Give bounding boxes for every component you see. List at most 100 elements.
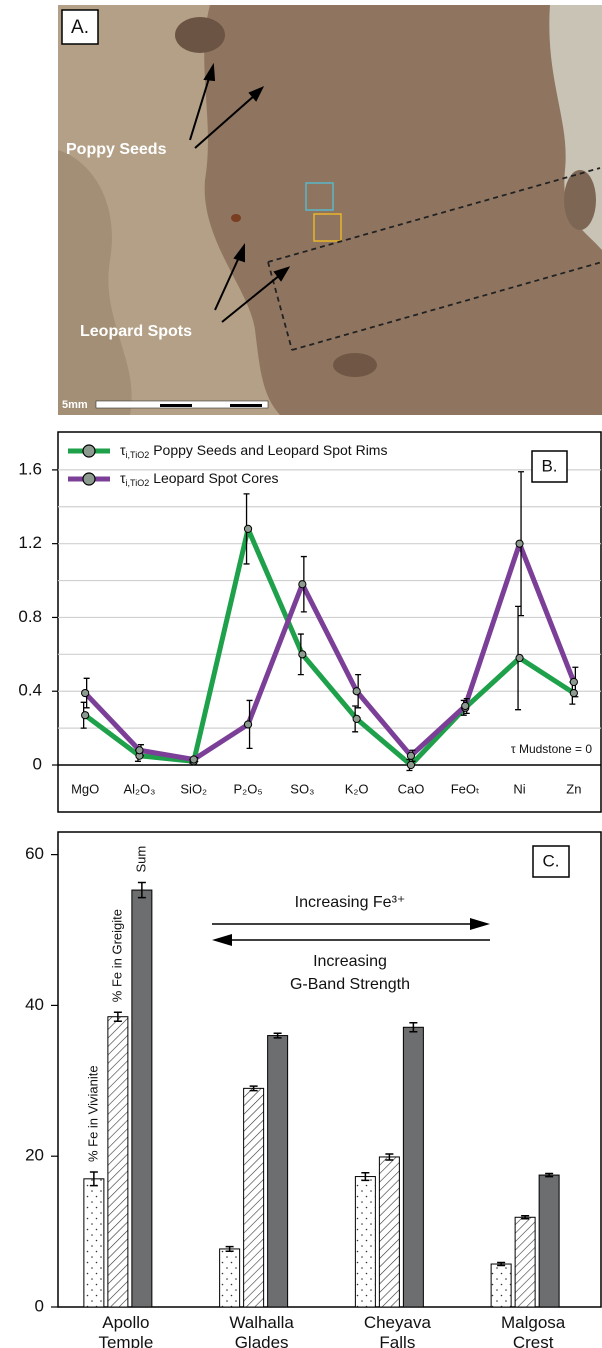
error-bar bbox=[249, 1085, 258, 1092]
label-box bbox=[61, 9, 99, 45]
scale-segment bbox=[230, 404, 262, 407]
error-bar bbox=[545, 1172, 554, 1178]
legend-symbol: τ bbox=[120, 442, 126, 458]
marker bbox=[515, 653, 524, 663]
error-bar bbox=[385, 1153, 394, 1161]
rock-shadow bbox=[58, 150, 132, 415]
scale-segment bbox=[160, 404, 192, 407]
panel-label: A. bbox=[71, 17, 89, 38]
marker bbox=[406, 760, 416, 770]
bar bbox=[267, 1035, 289, 1308]
error-bar bbox=[225, 1245, 234, 1252]
rock-light-region bbox=[58, 5, 280, 415]
legend-subscript: i,TiO2 bbox=[126, 450, 150, 460]
annotation: Leopard Spots bbox=[80, 323, 192, 340]
legend-marker bbox=[82, 444, 96, 458]
panel-c: 0 20 40 60 % Fe in Vivianite % Fe in Greigite… bbox=[25, 844, 570, 1348]
bar bbox=[490, 1263, 512, 1308]
bar bbox=[538, 1174, 560, 1308]
panel-b: 0 0.4 0.8 1.2 1.6 MgO Al₂O₃ SiO₂ P₂O₅ SO₃ K₂O CaO Fe… bbox=[18, 442, 601, 796]
marker bbox=[81, 711, 90, 720]
marker bbox=[352, 714, 361, 723]
legend-label: τi,TiO2 Poppy Seeds and Leopard Spot Rims bbox=[120, 442, 387, 461]
poppy-seed bbox=[231, 214, 241, 222]
marker bbox=[243, 524, 253, 534]
label-box bbox=[531, 450, 568, 483]
arrowhead bbox=[470, 918, 490, 930]
legend-name: Leopard Spot Cores bbox=[153, 470, 278, 486]
error-bar bbox=[273, 1032, 282, 1039]
marker bbox=[352, 687, 361, 696]
bar bbox=[514, 1216, 536, 1308]
x-tick-label: CaO bbox=[398, 781, 425, 796]
series-label: % Fe in Vivianite bbox=[85, 1065, 100, 1162]
bar bbox=[107, 1016, 129, 1308]
legend-label: τi,TiO2 Leopard Spot Cores bbox=[120, 470, 279, 489]
error-bar bbox=[137, 881, 146, 899]
arrowhead bbox=[212, 934, 232, 946]
x-tick-label: Cheyava Falls bbox=[364, 1313, 432, 1348]
legend-marker bbox=[82, 472, 96, 486]
x-tick-label: K₂O bbox=[345, 781, 369, 796]
annotation: G-Band Strength bbox=[290, 976, 410, 993]
x-tick-label: FeOₜ bbox=[451, 781, 480, 796]
error-bar bbox=[497, 1261, 506, 1267]
legend-name: Poppy Seeds and Leopard Spot Rims bbox=[153, 442, 387, 458]
bar bbox=[378, 1156, 400, 1308]
yellow-box bbox=[313, 213, 342, 242]
x-tick-label: Apollo Temple bbox=[98, 1313, 153, 1348]
x-tick-label: SO₃ bbox=[290, 781, 314, 796]
series-label: Sum bbox=[133, 846, 148, 873]
x-tick-label: Al₂O₃ bbox=[123, 781, 155, 796]
y-tick-label: 0 bbox=[35, 1296, 44, 1315]
error-bar bbox=[113, 1011, 122, 1022]
bar bbox=[354, 1176, 376, 1308]
y-tick-label: 40 bbox=[25, 995, 44, 1014]
x-tick-label: P₂O₅ bbox=[234, 781, 263, 796]
x-tick-label: Ni bbox=[513, 781, 525, 796]
panel-label: B. bbox=[541, 456, 557, 475]
annotation: Poppy Seeds bbox=[66, 141, 167, 158]
series-line bbox=[83, 541, 577, 762]
label-box bbox=[532, 845, 570, 878]
rock-pit bbox=[333, 353, 377, 377]
bar bbox=[243, 1087, 265, 1308]
error-bar bbox=[409, 1022, 418, 1033]
error-bar bbox=[89, 1171, 98, 1187]
x-tick-label: Zn bbox=[566, 781, 581, 796]
marker bbox=[81, 688, 90, 698]
series-label: % Fe in Greigite bbox=[109, 909, 124, 1002]
x-tick-label: SiO₂ bbox=[180, 781, 207, 796]
marker bbox=[189, 755, 198, 764]
annotation: τ Mudstone = 0 bbox=[511, 742, 592, 756]
bar bbox=[219, 1248, 241, 1308]
y-tick-label: 0.8 bbox=[18, 607, 42, 626]
y-tick-label: 1.2 bbox=[18, 533, 42, 552]
marker bbox=[298, 580, 307, 589]
x-tick-label: MgO bbox=[71, 781, 99, 796]
series-line bbox=[83, 526, 576, 768]
marker bbox=[406, 751, 416, 760]
y-tick-label: 20 bbox=[25, 1146, 44, 1165]
y-tick-label: 60 bbox=[25, 844, 44, 863]
rock-pit bbox=[175, 17, 225, 53]
error-bar bbox=[361, 1172, 370, 1182]
marker bbox=[461, 701, 470, 711]
y-tick-label: 1.6 bbox=[18, 459, 42, 478]
y-tick-label: 0.4 bbox=[18, 681, 42, 700]
annotation-arrows bbox=[189, 62, 291, 323]
annotation: Increasing Fe³⁺ bbox=[295, 894, 406, 911]
scale-label: 5mm bbox=[62, 399, 88, 411]
photo-panel: A. Poppy Seeds Leopard Spots 5mm bbox=[58, 5, 602, 415]
error-bar bbox=[521, 1215, 530, 1220]
marker bbox=[569, 677, 578, 687]
cyan-box bbox=[305, 182, 334, 211]
bar bbox=[131, 889, 153, 1308]
x-tick-label: Walhalla Glades bbox=[229, 1313, 294, 1348]
dashed-region bbox=[267, 167, 602, 351]
bar bbox=[83, 1178, 105, 1308]
bar bbox=[402, 1026, 424, 1308]
y-tick-label: 0 bbox=[33, 754, 42, 773]
marker bbox=[569, 688, 578, 698]
